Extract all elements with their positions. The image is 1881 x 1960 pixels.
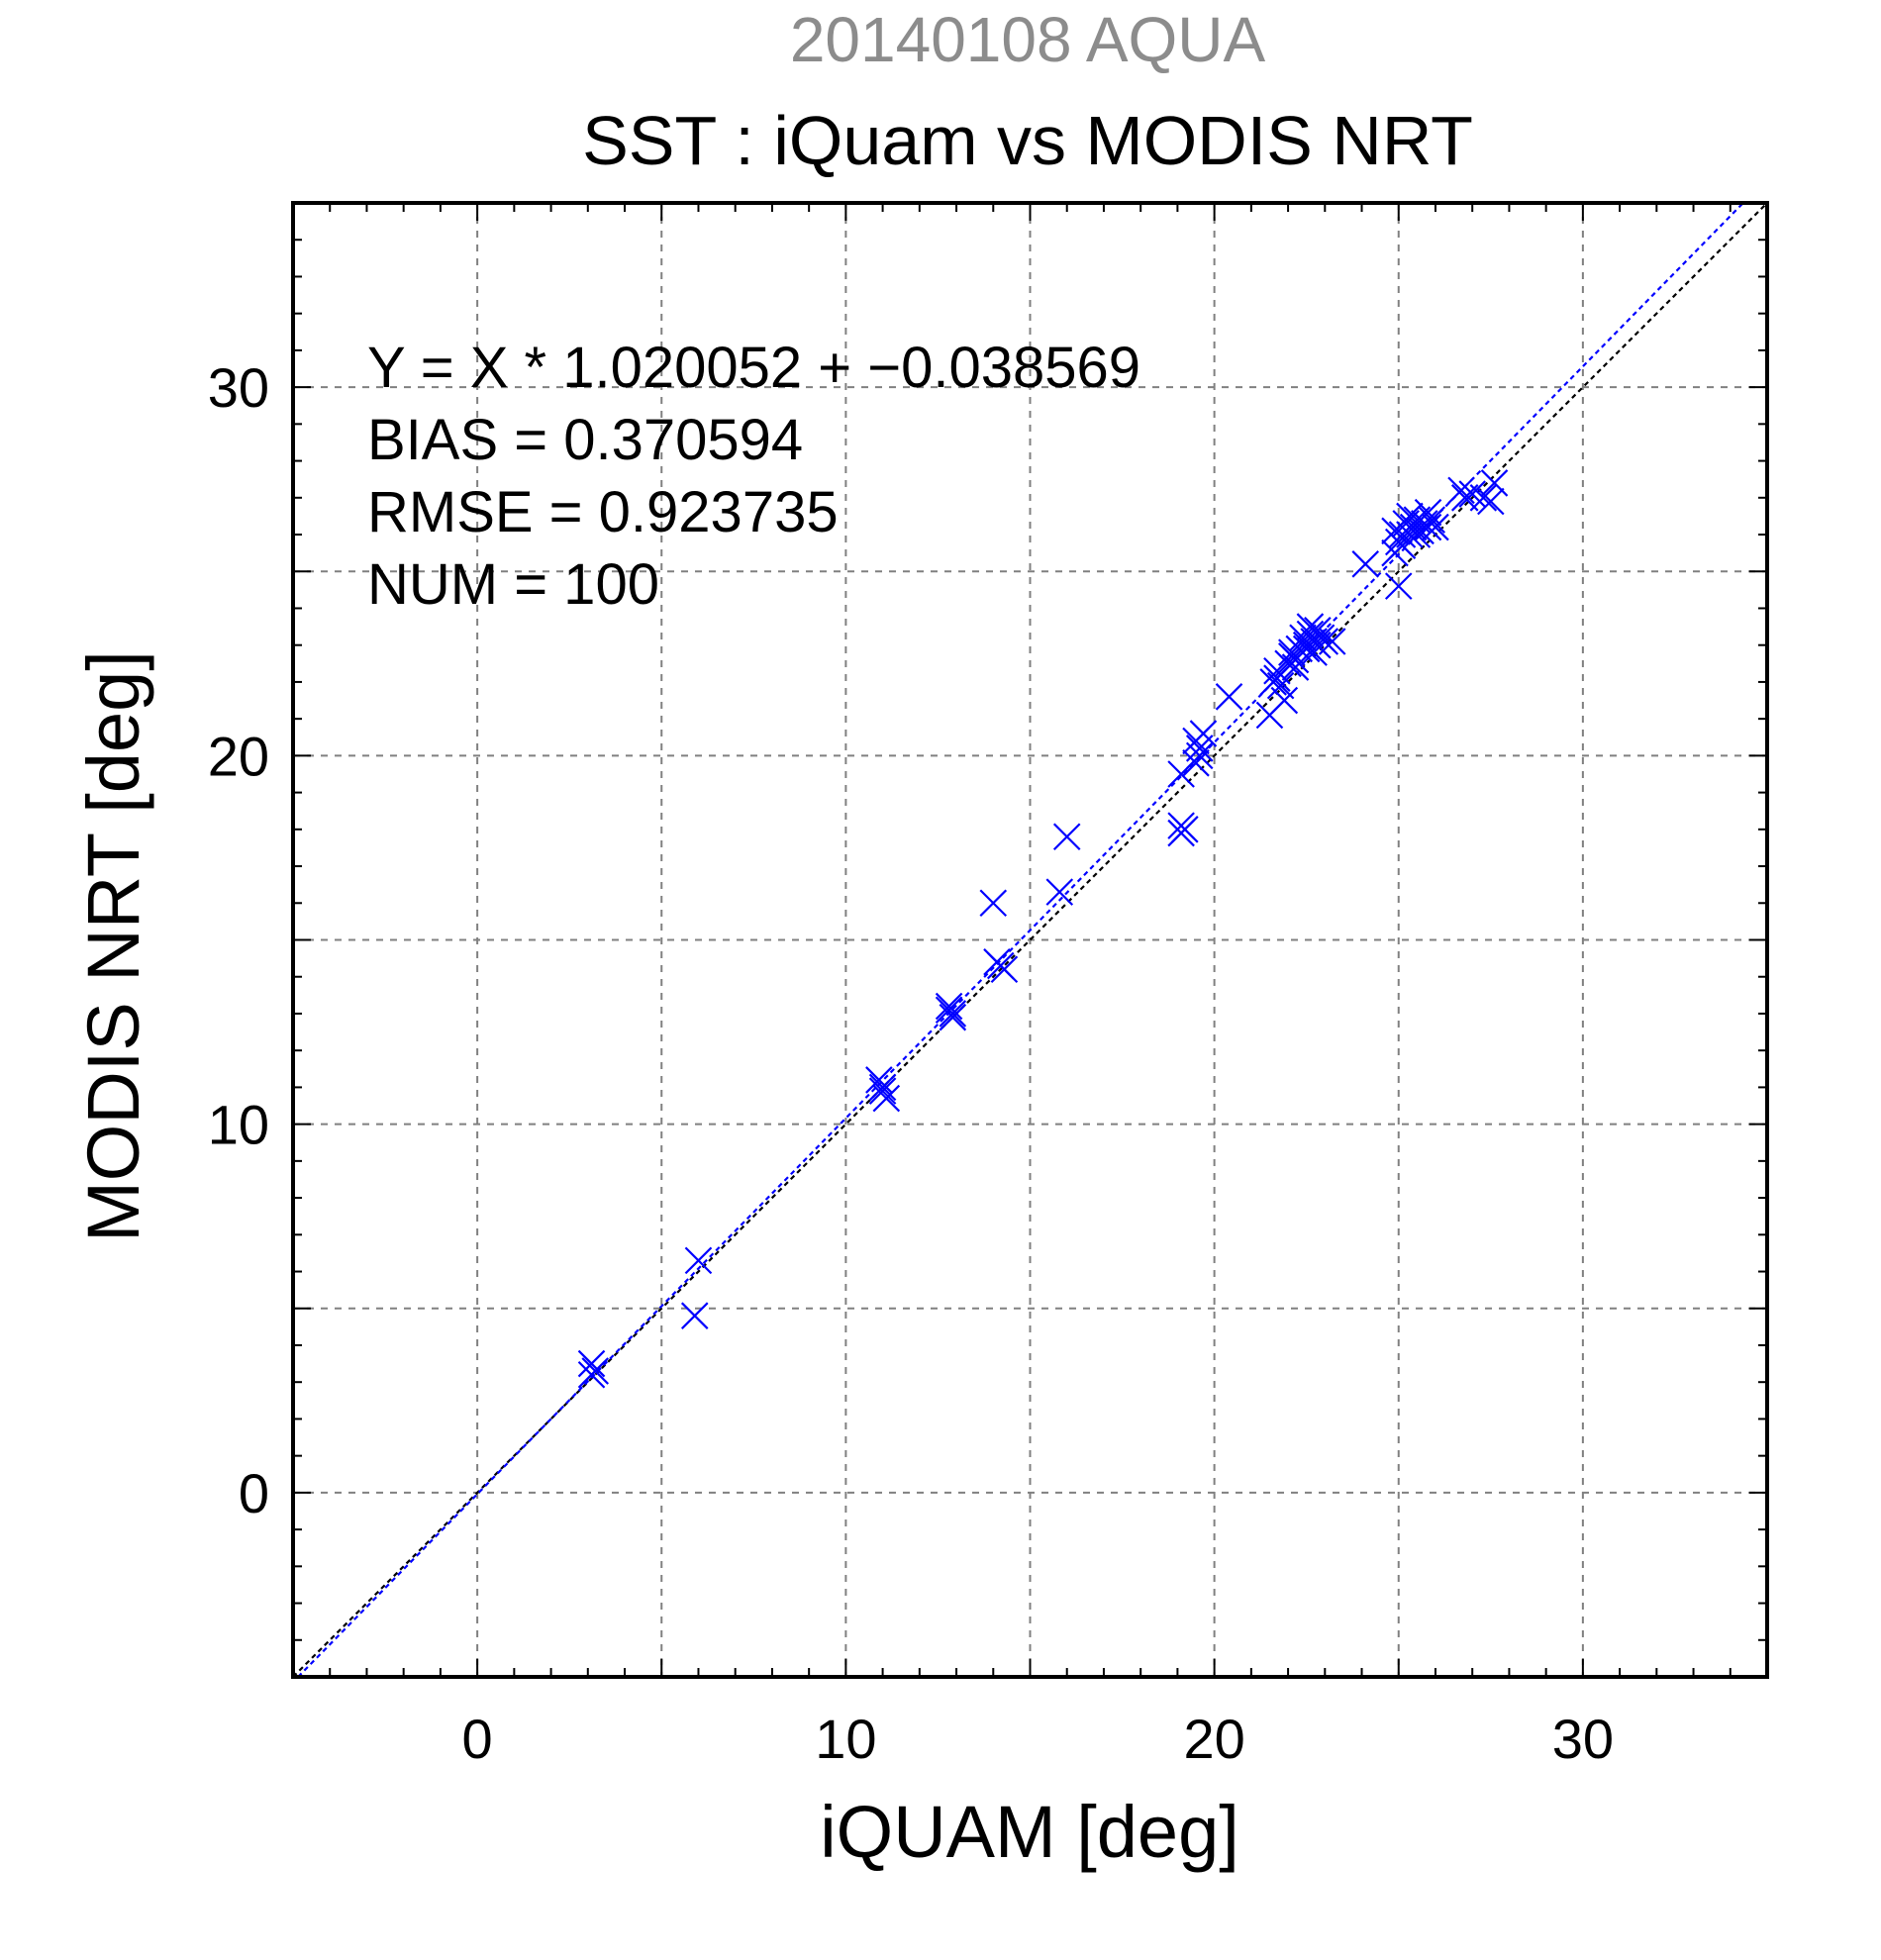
data-point [1384, 572, 1413, 600]
data-point [1469, 484, 1498, 512]
y-tick-label: 30 [208, 356, 269, 419]
data-point [680, 1302, 709, 1329]
x-tick-label: 10 [815, 1708, 876, 1770]
data-point [868, 1073, 897, 1102]
x-tick-label: 20 [1183, 1708, 1244, 1770]
y-tick-label: 10 [208, 1094, 269, 1156]
data-point [577, 1360, 606, 1389]
data-point [1447, 476, 1475, 505]
data-point [1422, 513, 1449, 541]
data-point [1396, 502, 1424, 531]
data-point [1414, 513, 1442, 541]
y-tick-labels: 0 10 20 30 [208, 356, 269, 1524]
data-point [939, 1000, 967, 1028]
chart-suptitle: 20140108 AQUA [790, 4, 1266, 75]
data-point [1045, 878, 1074, 906]
data-point [684, 1246, 713, 1275]
data-point [1215, 683, 1243, 711]
y-axis-label: MODIS NRT [deg] [72, 650, 154, 1242]
x-tick-label: 30 [1552, 1708, 1614, 1770]
x-tick-labels: 0 10 20 30 [462, 1708, 1614, 1770]
data-point [1480, 469, 1509, 497]
stats-line-rmse: RMSE = 0.923735 [367, 480, 839, 544]
plot-frame [291, 201, 1769, 1679]
chart-title: SST : iQuam vs MODIS NRT [582, 102, 1473, 179]
data-points [577, 469, 1509, 1389]
data-point [1270, 686, 1299, 715]
stats-line-bias: BIAS = 0.370594 [367, 408, 803, 472]
data-point [1167, 812, 1195, 839]
x-tick-label: 0 [462, 1708, 493, 1770]
data-point [935, 992, 963, 1021]
y-tick-label: 20 [208, 725, 269, 787]
data-point [979, 889, 1008, 918]
stats-line-regression: Y = X * 1.020052 + −0.038569 [367, 336, 1140, 400]
data-point [1185, 735, 1214, 762]
data-point [1414, 498, 1442, 527]
stats-annotation: Y = X * 1.020052 + −0.038569 BIAS = 0.37… [367, 336, 1140, 617]
data-point [1477, 487, 1505, 516]
x-axis-label: iQUAM [deg] [820, 1791, 1239, 1873]
fit-line [297, 202, 1744, 1678]
y-tick-label: 0 [239, 1462, 269, 1524]
stats-line-num: NUM = 100 [367, 552, 659, 617]
data-point [1318, 628, 1346, 655]
data-point [1300, 638, 1328, 666]
data-point [577, 1349, 606, 1378]
data-point [1296, 613, 1325, 640]
data-point [990, 955, 1019, 984]
data-point [1292, 635, 1321, 663]
data-point [1052, 823, 1081, 851]
data-point [868, 1077, 897, 1105]
data-point [1458, 480, 1486, 508]
data-point [1351, 550, 1380, 578]
data-point [1388, 532, 1417, 559]
reference-lines [292, 202, 1768, 1678]
data-point [872, 1084, 901, 1113]
data-point [865, 1066, 893, 1094]
grid-lines [293, 203, 1767, 1677]
data-point [939, 1003, 967, 1031]
